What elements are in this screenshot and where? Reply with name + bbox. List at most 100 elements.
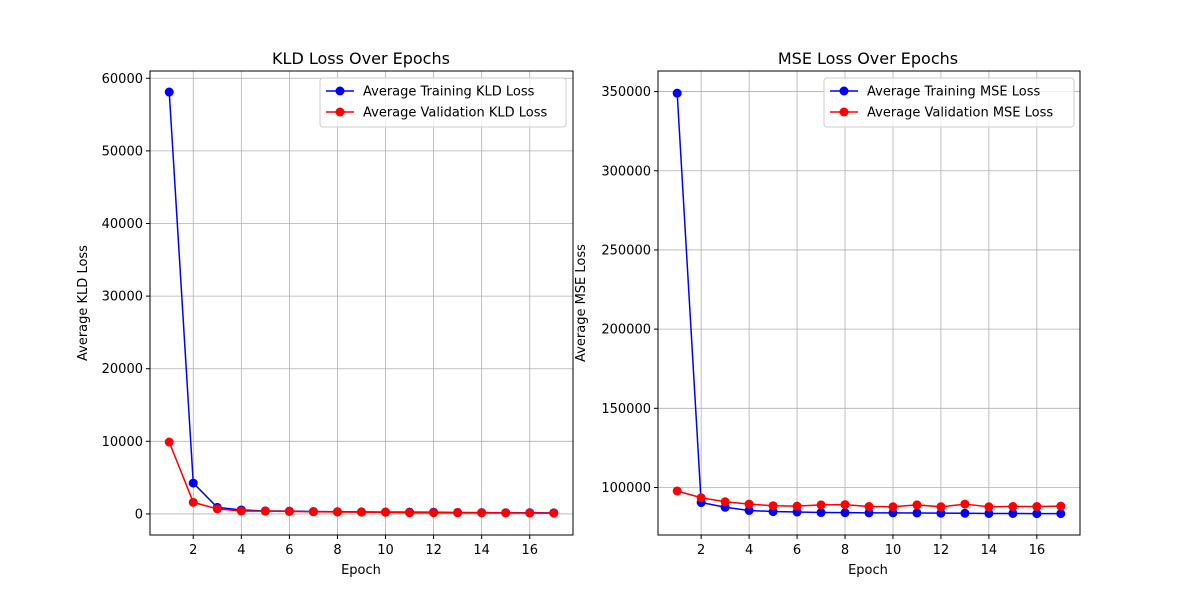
data-point	[936, 508, 946, 518]
y-tick-label: 50000	[102, 144, 143, 159]
data-point	[1056, 501, 1066, 511]
data-point	[816, 508, 826, 518]
legend-label: Average Validation MSE Loss	[867, 106, 1053, 121]
data-point	[429, 508, 439, 518]
data-point	[840, 508, 850, 518]
data-point	[864, 501, 874, 511]
y-tick-label: 30000	[102, 290, 143, 305]
series-line	[168, 92, 554, 514]
x-tick-label: 4	[745, 543, 753, 558]
legend-label: Average Training KLD Loss	[363, 85, 535, 100]
data-point	[1032, 501, 1042, 511]
y-tick-label: 40000	[102, 217, 143, 232]
data-point	[236, 506, 246, 516]
legend-label: Average Training MSE Loss	[867, 85, 1040, 100]
x-tick-label: 10	[377, 543, 394, 558]
data-point	[549, 508, 559, 518]
data-point	[357, 507, 366, 517]
legend-marker	[335, 86, 345, 96]
legend-box	[319, 77, 567, 128]
data-point	[912, 508, 922, 518]
data-point	[381, 507, 391, 517]
x-tick-label: 14	[473, 543, 490, 558]
data-point	[984, 508, 994, 518]
y-tick-label: 10000	[102, 435, 143, 450]
y-tick-label: 150000	[601, 402, 651, 417]
data-point	[188, 497, 198, 507]
plot-frame	[657, 70, 1081, 536]
chart-title: MSE Loss Over Epochs	[778, 49, 958, 68]
chart-title: KLD Loss Over Epochs	[272, 49, 450, 68]
y-tick-label: 350000	[601, 85, 651, 100]
data-point	[308, 507, 318, 517]
legend-marker	[335, 107, 345, 117]
data-point	[164, 87, 174, 97]
y-axis-label: Average KLD Loss	[76, 245, 91, 361]
legend-marker	[839, 86, 849, 96]
legend-box	[823, 77, 1075, 128]
data-point	[960, 499, 970, 509]
data-point	[696, 493, 706, 503]
data-point	[284, 506, 294, 516]
x-tick-label: 8	[333, 543, 341, 558]
x-tick-label: 14	[981, 543, 998, 558]
y-tick-label: 60000	[102, 72, 143, 87]
data-point	[672, 88, 682, 98]
x-tick-label: 10	[885, 543, 902, 558]
data-point	[912, 500, 922, 510]
data-point	[1056, 509, 1066, 519]
data-point	[960, 508, 970, 518]
data-point	[453, 508, 463, 518]
data-point	[864, 508, 874, 518]
y-tick-label: 0	[135, 507, 143, 522]
y-tick-label: 200000	[601, 323, 651, 338]
data-point	[672, 486, 682, 496]
data-point	[936, 502, 946, 512]
data-point	[164, 437, 174, 447]
data-point	[984, 502, 994, 512]
kld-chart: KLD Loss Over Epochs Epoch Average KLD L…	[76, 49, 574, 578]
x-tick-label: 12	[933, 543, 950, 558]
x-tick-label: 16	[1029, 543, 1046, 558]
y-tick-label: 20000	[102, 362, 143, 377]
data-point	[840, 500, 850, 510]
data-point	[501, 508, 511, 518]
x-axis-label: Epoch	[848, 563, 888, 578]
y-tick-label: 100000	[601, 481, 651, 496]
x-tick-label: 2	[189, 543, 197, 558]
mse-chart: MSE Loss Over Epochs Epoch Average MSE L…	[574, 49, 1081, 578]
data-point	[477, 508, 487, 518]
series-line	[676, 93, 1061, 515]
plot-frame	[149, 70, 574, 536]
x-tick-label: 6	[285, 543, 293, 558]
x-tick-label: 8	[841, 543, 849, 558]
series-line	[168, 441, 554, 514]
data-point	[744, 499, 754, 509]
data-point	[792, 501, 802, 511]
legend: Average Training KLD Loss Average Validat…	[319, 77, 567, 128]
y-tick-label: 250000	[601, 243, 651, 258]
legend-marker	[839, 107, 849, 117]
data-point	[768, 501, 778, 511]
data-point	[744, 505, 754, 515]
x-tick-label: 6	[793, 543, 801, 558]
data-point	[1032, 509, 1042, 519]
x-tick-label: 12	[425, 543, 442, 558]
legend-label: Average Validation KLD Loss	[363, 106, 547, 121]
data-point	[332, 507, 342, 517]
data-point	[888, 502, 898, 512]
x-tick-label: 16	[521, 543, 538, 558]
x-tick-label: 2	[697, 543, 705, 558]
legend: Average Training MSE Loss Average Validat…	[823, 77, 1075, 128]
data-point	[816, 500, 826, 510]
y-tick-label: 300000	[601, 164, 651, 179]
data-point	[1008, 508, 1018, 518]
x-axis-label: Epoch	[341, 563, 381, 578]
data-point	[525, 508, 535, 518]
y-axis-label: Average MSE Loss	[574, 244, 589, 362]
x-tick-label: 4	[237, 543, 245, 558]
data-point	[212, 504, 222, 514]
data-point	[260, 506, 270, 516]
data-point	[1008, 501, 1018, 511]
